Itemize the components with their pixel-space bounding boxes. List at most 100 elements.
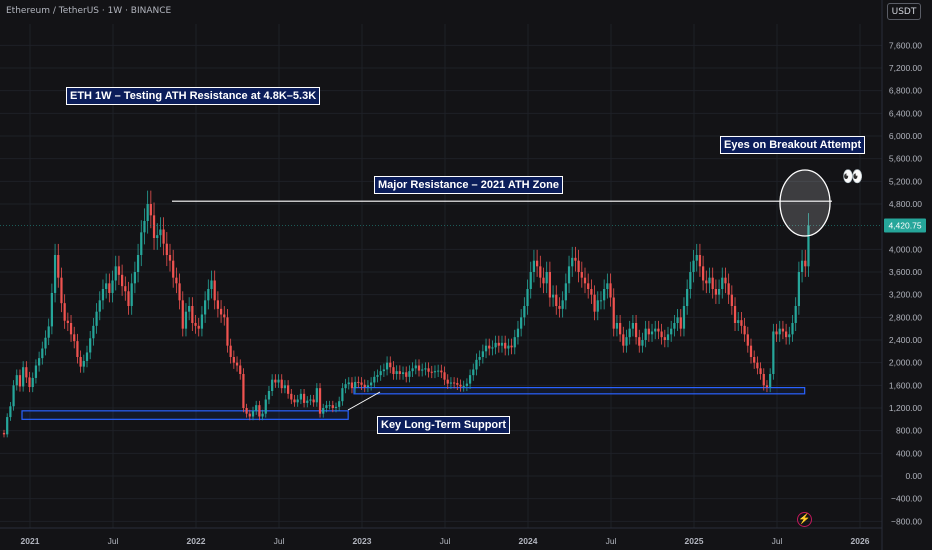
candle-body bbox=[226, 317, 229, 346]
x-tick-label: Jul bbox=[440, 536, 451, 546]
candle-body bbox=[156, 235, 159, 238]
candle-body bbox=[778, 328, 781, 335]
candle-body bbox=[117, 266, 121, 275]
candle-body bbox=[644, 328, 647, 340]
candle-body bbox=[430, 371, 433, 373]
candle-body bbox=[312, 399, 315, 403]
candle-body bbox=[634, 323, 638, 338]
candle-body bbox=[481, 351, 484, 357]
candle-body bbox=[638, 337, 641, 346]
candle-body bbox=[580, 272, 583, 278]
y-tick-label: −800.00 bbox=[891, 516, 922, 526]
candle-body bbox=[468, 375, 472, 384]
candle-body bbox=[223, 314, 226, 318]
candle-body bbox=[366, 385, 370, 388]
candle-body bbox=[286, 385, 290, 394]
currency-button[interactable]: USDT bbox=[887, 3, 921, 20]
candle-body bbox=[229, 345, 232, 357]
candle-body bbox=[749, 345, 753, 357]
candle-body bbox=[660, 331, 663, 338]
candle-body bbox=[44, 337, 47, 349]
support-trend-line bbox=[347, 391, 381, 411]
candle-body bbox=[449, 382, 453, 384]
candle-body bbox=[730, 294, 733, 306]
candle-body bbox=[354, 381, 357, 389]
candle-body bbox=[676, 317, 679, 323]
candle-body bbox=[666, 334, 670, 340]
candle-body bbox=[63, 303, 66, 321]
candle-body bbox=[296, 399, 299, 403]
candle-body bbox=[143, 221, 146, 233]
candle-body bbox=[47, 326, 50, 338]
candle-body bbox=[772, 331, 775, 374]
candle-body bbox=[411, 368, 414, 372]
candle-body bbox=[235, 362, 239, 366]
candle-body bbox=[574, 257, 577, 261]
symbol-label: Ethereum / TetherUS · 1W · BINANCE bbox=[6, 6, 172, 16]
candle-body bbox=[545, 272, 548, 284]
candle-body bbox=[784, 331, 788, 338]
candle-body bbox=[791, 323, 794, 335]
candle-body bbox=[670, 328, 673, 335]
y-tick-label: 6,400.00 bbox=[889, 108, 922, 118]
y-tick-label: 800.00 bbox=[896, 426, 922, 436]
candle-body bbox=[363, 384, 366, 388]
candle-body bbox=[526, 289, 529, 306]
candle-body bbox=[37, 358, 41, 366]
candle-body bbox=[239, 365, 242, 374]
candle-body bbox=[663, 337, 666, 340]
candle-body bbox=[347, 382, 350, 385]
candle-body bbox=[520, 317, 523, 329]
candle-body bbox=[41, 348, 44, 359]
y-tick-label: 2,800.00 bbox=[889, 312, 922, 322]
candle-body bbox=[338, 401, 341, 407]
candle-body bbox=[322, 408, 325, 414]
candle-body bbox=[127, 291, 130, 306]
candle-body bbox=[95, 311, 98, 326]
candle-body bbox=[459, 384, 462, 387]
candle-body bbox=[609, 283, 612, 298]
chart-title-annotation: ETH 1W – Testing ATH Resistance at 4.8K–… bbox=[66, 87, 321, 105]
candle-body bbox=[53, 255, 57, 293]
candle-body bbox=[555, 294, 558, 306]
candle-body bbox=[472, 369, 475, 376]
candle-body bbox=[392, 367, 395, 374]
x-tick-label: 2021 bbox=[21, 536, 40, 546]
x-tick-label: 2025 bbox=[685, 536, 704, 546]
candle-body bbox=[577, 260, 580, 272]
candle-body bbox=[133, 272, 137, 284]
candle-body bbox=[567, 266, 571, 284]
candle-body bbox=[271, 379, 274, 391]
candle-body bbox=[293, 399, 296, 403]
candle-body bbox=[583, 277, 587, 284]
candle-body bbox=[689, 272, 692, 289]
lightning-icon[interactable]: ⚡ bbox=[797, 512, 812, 527]
candle-body bbox=[159, 229, 162, 236]
candle-body bbox=[357, 381, 360, 383]
candle-body bbox=[248, 413, 251, 417]
candle-body bbox=[654, 328, 657, 332]
candle-body bbox=[679, 317, 682, 329]
candle-body bbox=[488, 345, 491, 349]
candle-body bbox=[28, 377, 31, 388]
candle-body bbox=[184, 311, 188, 329]
x-tick-label: 2026 bbox=[851, 536, 870, 546]
candle-body bbox=[149, 204, 152, 216]
x-tick-label: 2024 bbox=[519, 536, 538, 546]
candle-body bbox=[625, 337, 628, 346]
candle-body bbox=[2, 432, 6, 435]
candle-body bbox=[277, 379, 280, 383]
candle-body bbox=[698, 255, 702, 267]
candle-body bbox=[599, 300, 603, 302]
candle-body bbox=[175, 277, 178, 284]
candle-body bbox=[188, 306, 191, 312]
candle-body bbox=[334, 406, 338, 408]
candle-body bbox=[15, 375, 18, 386]
candle-body bbox=[753, 357, 756, 363]
candle-body bbox=[178, 283, 181, 301]
candle-body bbox=[513, 337, 516, 348]
candle-body bbox=[315, 388, 318, 403]
candle-body bbox=[50, 292, 54, 327]
candle-body bbox=[405, 372, 408, 377]
